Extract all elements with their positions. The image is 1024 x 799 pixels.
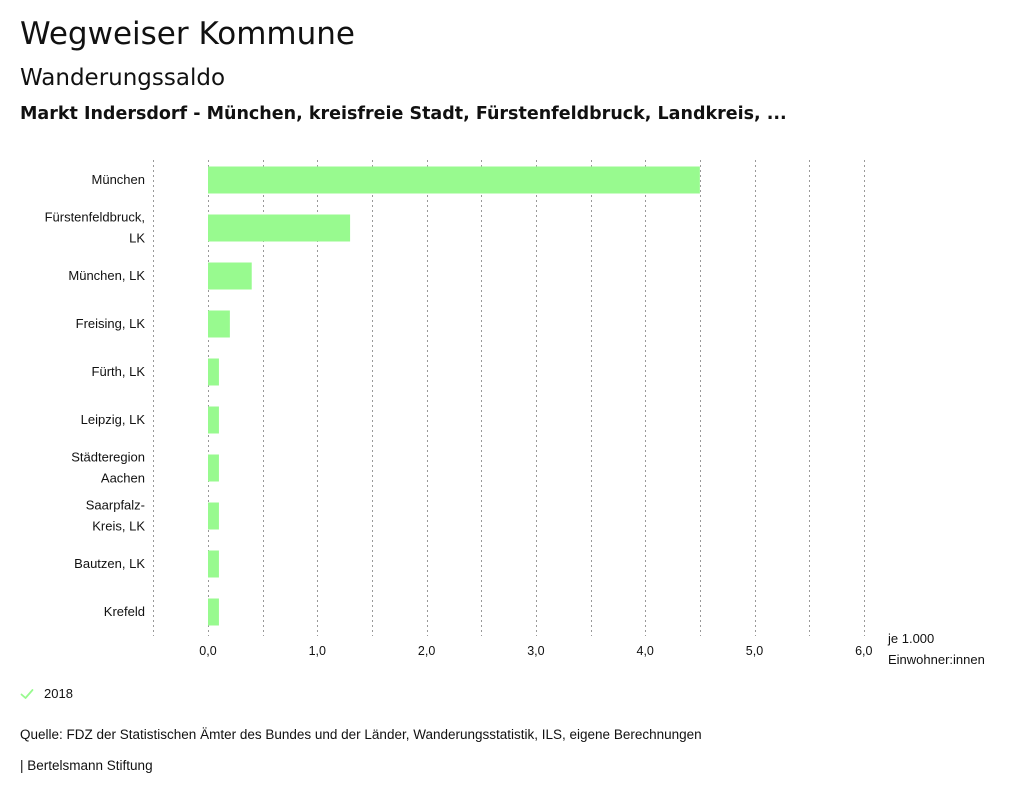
category-label: Krefeld xyxy=(104,604,145,619)
tick-label: 2,0 xyxy=(418,644,435,658)
tick-label: 6,0 xyxy=(855,644,872,658)
bar[interactable] xyxy=(208,598,219,626)
category-label: Leipzig, LK xyxy=(81,412,146,427)
bar[interactable] xyxy=(208,166,700,194)
bar[interactable] xyxy=(208,550,219,578)
region-context: Markt Indersdorf - München, kreisfreie S… xyxy=(20,104,787,124)
tick-label: 3,0 xyxy=(527,644,544,658)
category-label: Fürstenfeldbruck, xyxy=(45,210,145,225)
bars xyxy=(208,166,700,626)
category-labels: München Fürstenfeldbruck, LK München, LK Fre… xyxy=(45,172,146,619)
bar[interactable] xyxy=(208,454,219,482)
credit-line: | Bertelsmann Stiftung xyxy=(20,758,153,773)
legend-item-2018[interactable]: 2018 xyxy=(20,686,73,701)
category-label: Aachen xyxy=(101,471,145,486)
category-label: LK xyxy=(129,231,145,246)
tick-label: 1,0 xyxy=(309,644,326,658)
legend-label: 2018 xyxy=(44,686,73,701)
category-label: Freising, LK xyxy=(76,316,146,331)
check-icon xyxy=(20,688,34,700)
bar[interactable] xyxy=(208,310,230,338)
bar[interactable] xyxy=(208,358,219,386)
category-label: Städteregion xyxy=(71,450,145,465)
bar[interactable] xyxy=(208,502,219,530)
axis-unit-label: je 1.000 xyxy=(887,631,934,646)
category-label: Saarpfalz- xyxy=(86,498,145,513)
gridlines xyxy=(153,160,865,636)
source-note: Quelle: FDZ der Statistischen Ämter des … xyxy=(20,727,702,742)
chart-subtitle: Wanderungssaldo xyxy=(20,65,226,91)
bar[interactable] xyxy=(208,262,252,290)
tick-label: 0,0 xyxy=(199,644,216,658)
axis-unit-label: je 1.000 Einwohner:innen xyxy=(887,631,985,667)
tick-label: 4,0 xyxy=(637,644,654,658)
bar-chart: München Fürstenfeldbruck, LK München, LK Fre… xyxy=(45,160,985,667)
bar[interactable] xyxy=(208,406,219,434)
category-label: Fürth, LK xyxy=(92,364,146,379)
bar[interactable] xyxy=(208,214,351,242)
category-label: München, LK xyxy=(68,268,145,283)
chart-title: Wegweiser Kommune xyxy=(20,16,355,52)
category-label: Bautzen, LK xyxy=(74,556,145,571)
axis-unit-label: Einwohner:innen xyxy=(888,652,985,667)
tick-label: 5,0 xyxy=(746,644,763,658)
category-label: Kreis, LK xyxy=(92,519,145,534)
category-label: München xyxy=(92,172,145,187)
tick-labels: 0,0 1,0 2,0 3,0 4,0 5,0 6,0 xyxy=(199,644,872,658)
